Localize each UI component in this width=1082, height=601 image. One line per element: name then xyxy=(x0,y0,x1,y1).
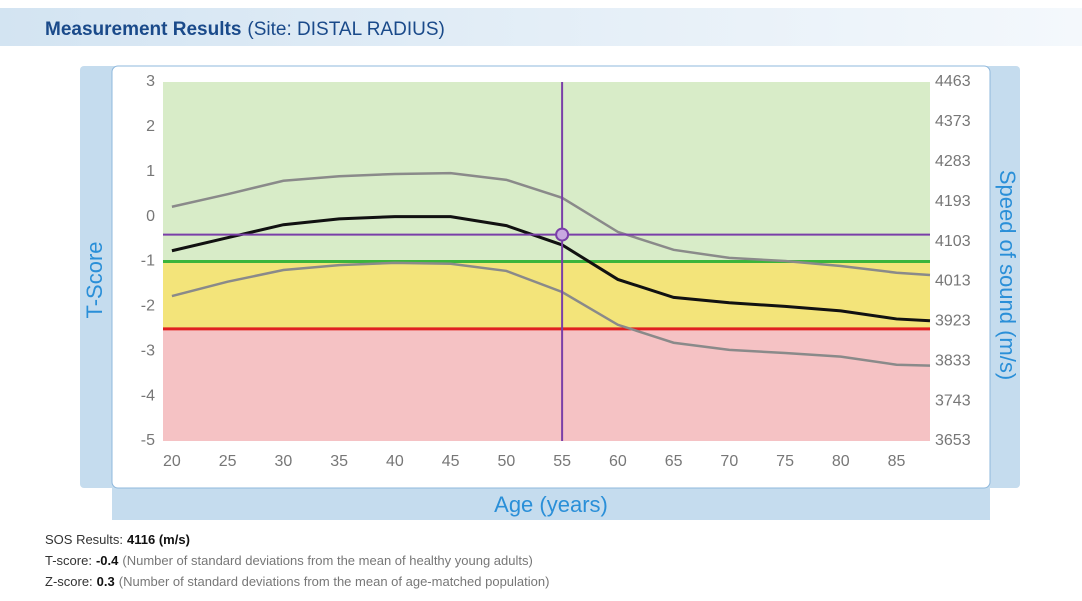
y2-tick-label: 3833 xyxy=(935,352,971,369)
x-tick-label: 60 xyxy=(609,453,627,470)
x-tick-label: 70 xyxy=(720,453,738,470)
y-tick-label: 2 xyxy=(146,118,155,135)
y2-tick-label: 4013 xyxy=(935,273,971,290)
x-tick-label: 65 xyxy=(665,453,683,470)
x-tick-label: 40 xyxy=(386,453,404,470)
result-value: -0.4 xyxy=(96,553,119,568)
y-tick-label: -2 xyxy=(141,298,155,315)
header: Measurement Results (Site: DISTAL RADIUS) xyxy=(45,19,445,40)
result-line: Z-score: 0.3 (Number of standard deviation… xyxy=(45,574,549,589)
y2-tick-label: 4373 xyxy=(935,113,971,130)
y-axis-title: T-Score xyxy=(82,241,107,318)
header-site: (Site: DISTAL RADIUS) xyxy=(247,19,444,40)
result-note: (Number of standard deviations from the … xyxy=(119,574,550,589)
x-tick-label: 45 xyxy=(442,453,460,470)
y2-tick-label: 4103 xyxy=(935,233,971,250)
x-tick-label: 25 xyxy=(219,453,237,470)
x-tick-label: 50 xyxy=(497,453,515,470)
header-bar xyxy=(0,8,1082,46)
plot: -5 -4 -3 -2 -1 0 1 2 3 3653 3743 3833 3923 4013 4103 41… xyxy=(141,73,971,470)
y2-tick-label: 4463 xyxy=(935,73,971,90)
x-axis-strip xyxy=(112,488,990,520)
result-label: SOS Results: xyxy=(45,532,123,547)
y2-tick-label: 3653 xyxy=(935,432,971,449)
x-tick-label: 75 xyxy=(776,453,794,470)
result-value: 4116 (m/s) xyxy=(127,532,190,547)
y-tick-label: -5 xyxy=(141,432,155,449)
y2-tick-label: 4283 xyxy=(935,153,971,170)
zone-band xyxy=(163,328,930,441)
y2-axis-title: Speed of sound (m/s) xyxy=(995,170,1020,380)
x-axis-title: Age (years) xyxy=(494,492,608,517)
result-note: (Number of standard deviations from the … xyxy=(122,553,532,568)
y-tick-label: 3 xyxy=(146,73,155,90)
marker-point xyxy=(555,227,570,242)
result-line: T-score: -0.4 (Number of standard deviatio… xyxy=(45,553,533,568)
x-tick-label: 30 xyxy=(275,453,293,470)
zone-band xyxy=(163,82,930,262)
result-label: Z-score: xyxy=(45,574,93,589)
y-tick-label: -4 xyxy=(141,387,155,404)
y-tick-label: -1 xyxy=(141,253,155,270)
zone-band xyxy=(163,261,930,329)
y-tick-label: -3 xyxy=(141,342,155,359)
y-tick-label: 1 xyxy=(146,163,155,180)
y-tick-label: 0 xyxy=(146,208,155,225)
x-tick-label: 35 xyxy=(330,453,348,470)
result-value: 0.3 xyxy=(97,574,115,589)
results: SOS Results: 4116 (m/s) T-score: -0.4 (Numbe… xyxy=(45,532,549,589)
x-tick-label: 85 xyxy=(888,453,906,470)
y2-tick-label: 3743 xyxy=(935,392,971,409)
x-tick-label: 80 xyxy=(832,453,850,470)
result-line: SOS Results: 4116 (m/s) xyxy=(45,532,190,547)
header-title: Measurement Results xyxy=(45,19,241,40)
x-tick-label: 55 xyxy=(553,453,571,470)
y2-tick-label: 3923 xyxy=(935,313,971,330)
result-label: T-score: xyxy=(45,553,92,568)
x-tick-label: 20 xyxy=(163,453,181,470)
y2-tick-label: 4193 xyxy=(935,193,971,210)
